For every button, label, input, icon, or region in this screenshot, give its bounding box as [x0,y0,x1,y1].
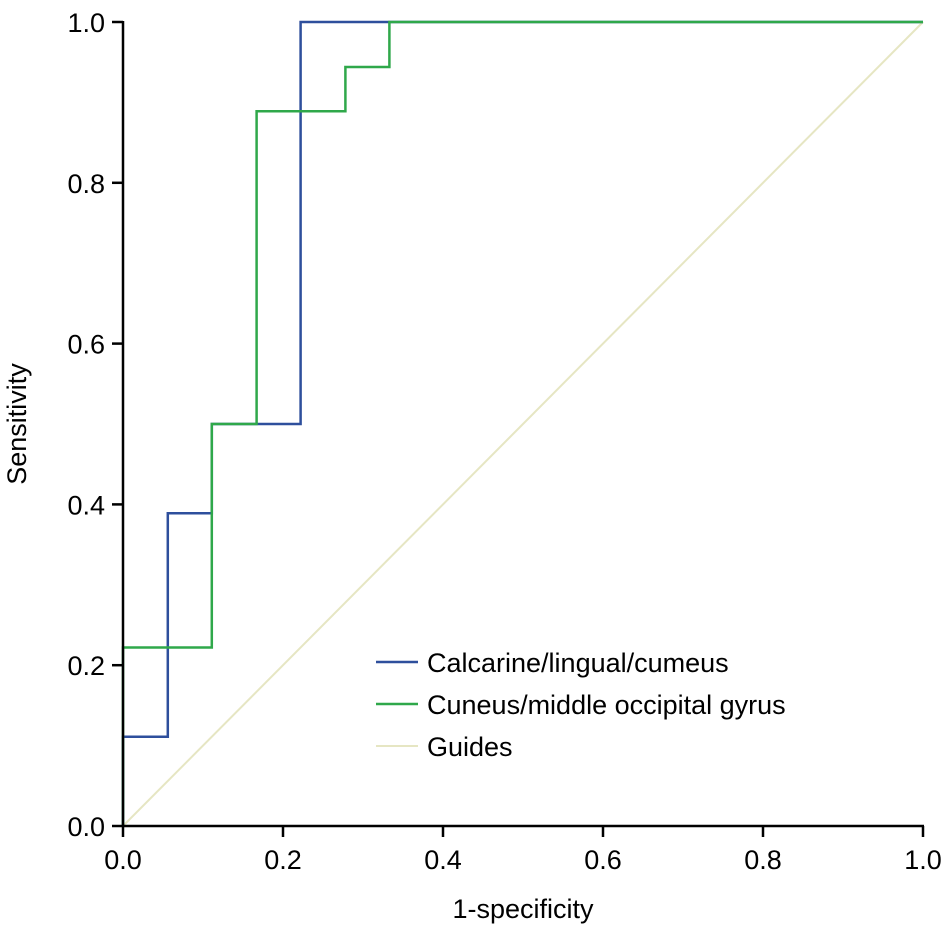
legend-label-guides: Guides [427,732,513,762]
series-line-guides [122,21,924,827]
x-axis-title: 1-specificity [452,894,594,924]
y-tick-label: 0.0 [67,812,105,842]
legend-label-calcarine-lingual-cumeus: Calcarine/lingual/cumeus [427,648,729,678]
x-tick-label: 0.8 [744,845,782,875]
legend-label-cuneus-middle-occipital-gyrus: Cuneus/middle occipital gyrus [427,690,786,720]
x-tick-label: 0.0 [104,845,142,875]
y-axis-title: Sensitivity [2,363,32,485]
y-tick-label: 0.8 [67,169,105,199]
y-tick-label: 1.0 [67,8,105,38]
legend: Calcarine/lingual/cumeus Cuneus/middle oc… [376,648,786,762]
series-line-cuneus-middle-occipital-gyrus [121,20,923,826]
axes [112,20,925,837]
x-tick-label: 0.6 [584,845,622,875]
x-tick-label: 1.0 [904,845,942,875]
y-tick-label: 0.6 [67,330,105,360]
series-layer [121,20,924,827]
tick-labels: 0.0 0.2 0.4 0.6 0.8 1.0 0.0 0.2 0.4 0.6 0.8 1.0 [67,8,941,875]
y-tick-label: 0.4 [67,490,105,520]
y-tick-label: 0.2 [67,651,105,681]
x-tick-label: 0.4 [424,845,462,875]
x-tick-label: 0.2 [264,845,302,875]
